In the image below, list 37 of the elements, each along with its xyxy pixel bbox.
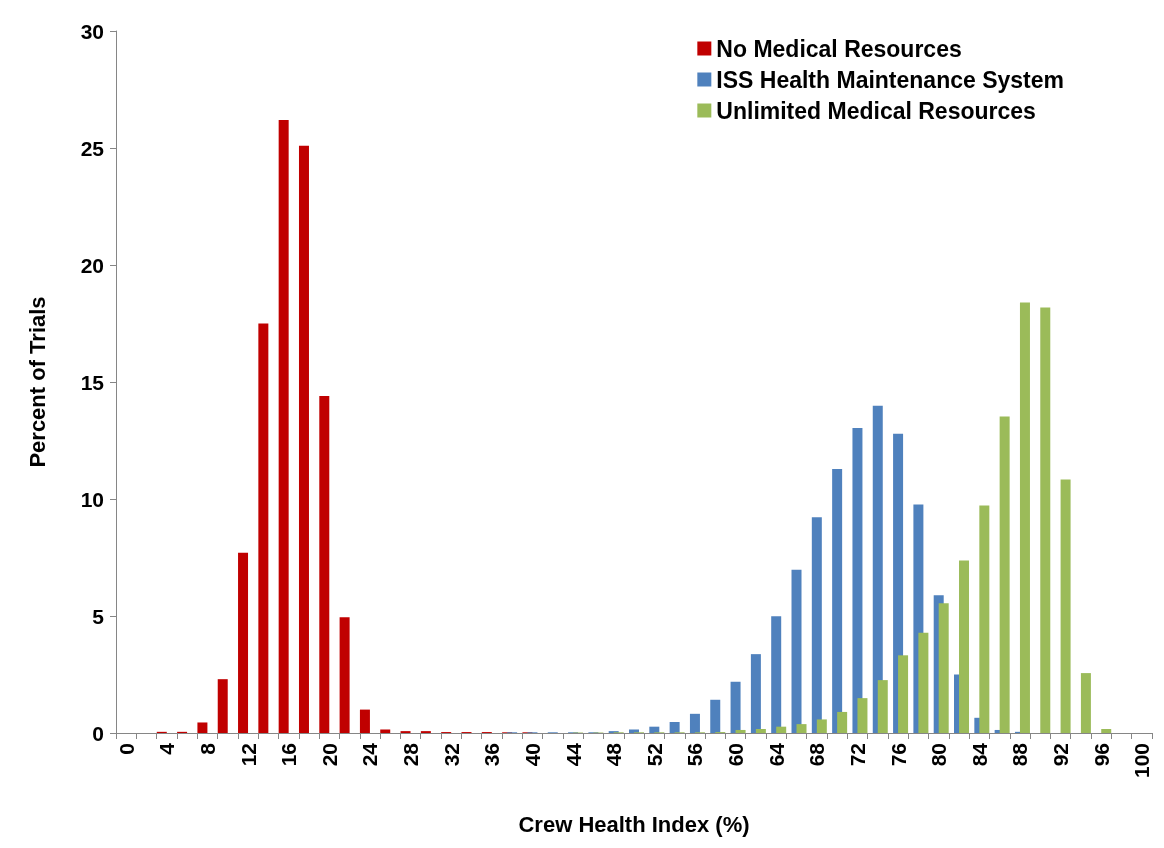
x-tick-label: 40	[520, 743, 544, 767]
y-tick-label: 5	[92, 604, 105, 628]
y-tick-label: 10	[80, 487, 104, 511]
x-axis-title: Crew Health Index (%)	[518, 811, 750, 837]
y-axis-title: Percent of Trials	[24, 296, 50, 468]
x-tick-label: 84	[967, 742, 991, 767]
x-tick-label: 72	[845, 743, 869, 767]
x-tick-label: 16	[277, 743, 301, 767]
x-tick-label: 68	[805, 742, 829, 767]
x-tick-label: 48	[602, 742, 626, 767]
x-tick-label: 32	[439, 743, 463, 767]
x-tick-label: 44	[561, 742, 585, 767]
legend-label: Unlimited Medical Resources	[716, 97, 1036, 124]
y-tick-label: 20	[80, 253, 104, 277]
x-tick-label: 88	[1008, 742, 1032, 767]
x-tick-label: 52	[642, 743, 666, 767]
x-tick-label: 12	[236, 743, 260, 767]
x-tick-label: 36	[480, 743, 504, 767]
x-tick-label: 0	[114, 743, 138, 755]
legend-label: ISS Health Maintenance System	[716, 66, 1065, 93]
x-tick-label: 60	[724, 743, 748, 767]
x-tick-label: 20	[317, 743, 341, 767]
legend-label: No Medical Resources	[716, 35, 962, 62]
x-tick-label: 100	[1130, 743, 1154, 779]
x-tick-label: 24	[358, 742, 382, 767]
x-tick-label: 56	[683, 743, 707, 767]
y-tick-label: 30	[80, 19, 104, 43]
x-tick-label: 80	[927, 743, 951, 767]
x-tick-label: 76	[886, 743, 910, 767]
x-tick-label: 4	[155, 742, 179, 755]
x-tick-label: 64	[764, 742, 788, 767]
x-tick-label: 92	[1049, 743, 1073, 767]
x-tick-label: 28	[399, 742, 423, 767]
y-tick-label: 15	[80, 370, 105, 394]
x-tick-label: 96	[1089, 743, 1113, 767]
y-tick-label: 25	[80, 136, 105, 160]
x-tick-label: 8	[195, 742, 219, 755]
